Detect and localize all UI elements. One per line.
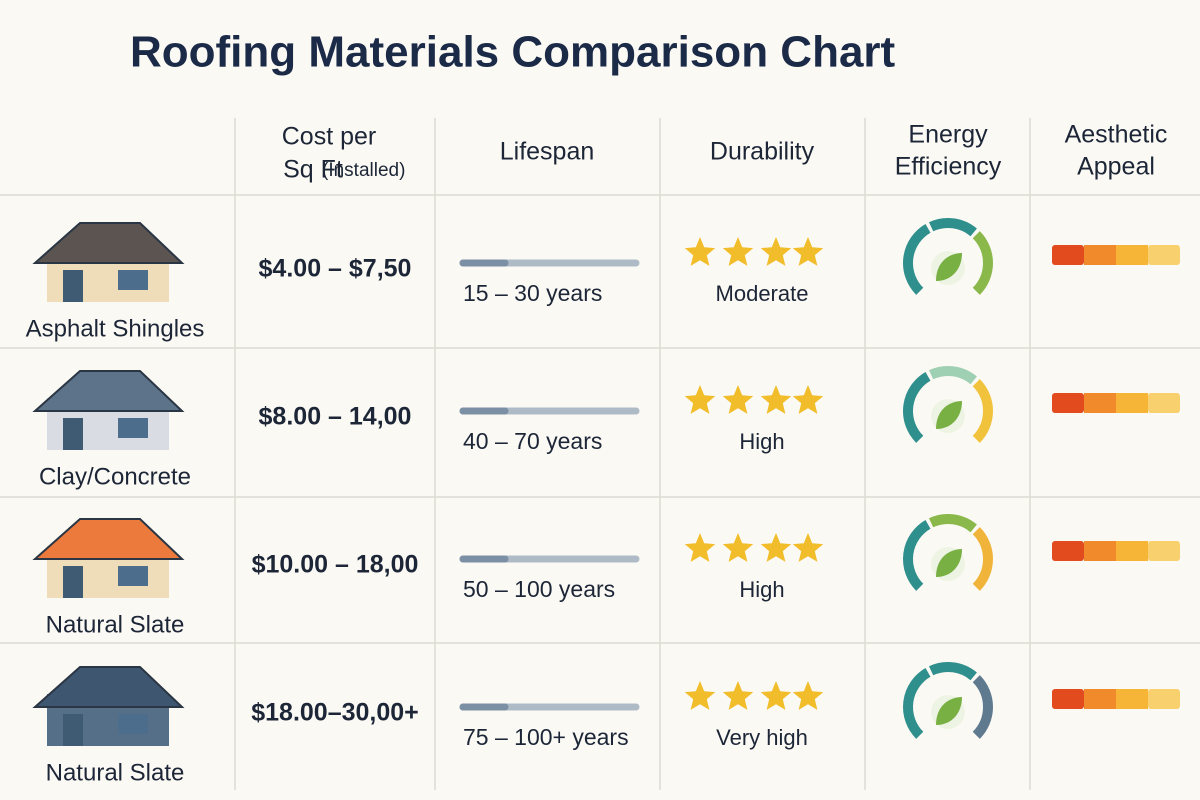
appeal-segment bbox=[1116, 245, 1148, 265]
house-icon bbox=[32, 666, 185, 746]
star-icon bbox=[760, 385, 792, 414]
gauge-arc bbox=[972, 379, 993, 443]
appeal-segment bbox=[1116, 541, 1148, 561]
lifespan-text: 40 – 70 years bbox=[463, 428, 602, 454]
star-icon bbox=[792, 681, 824, 710]
gauge-arc bbox=[903, 668, 931, 739]
grid bbox=[0, 118, 1200, 790]
house-icon bbox=[32, 518, 185, 598]
lifespan-text: 15 – 30 years bbox=[463, 280, 602, 306]
gauge-arc bbox=[928, 218, 977, 237]
star-icon bbox=[722, 681, 754, 710]
column-header: Energy bbox=[908, 121, 988, 149]
column-header: Cost per bbox=[282, 123, 376, 151]
gauge-arc bbox=[928, 662, 977, 681]
house-roof bbox=[32, 518, 185, 560]
gauge-arc bbox=[903, 520, 931, 591]
house-window bbox=[118, 418, 148, 438]
house-icon bbox=[32, 370, 185, 450]
column-header: Efficiency bbox=[895, 153, 1002, 181]
house-door bbox=[63, 566, 83, 598]
appeal-segment bbox=[1148, 689, 1180, 709]
star-icon bbox=[684, 237, 716, 266]
star-icon bbox=[792, 385, 824, 414]
gauge-arc bbox=[972, 527, 993, 591]
star-icon bbox=[792, 533, 824, 562]
leaf-icon bbox=[936, 253, 962, 281]
appeal-segment bbox=[1052, 541, 1084, 561]
appeal-segment bbox=[1052, 245, 1084, 265]
house-icon bbox=[32, 222, 185, 302]
lifespan-text: 50 – 100 years bbox=[463, 576, 615, 602]
gauge-arc bbox=[972, 231, 993, 295]
appeal-segment bbox=[1148, 393, 1180, 413]
appeal-segment bbox=[1084, 245, 1116, 265]
lifespan-text: 75 – 100+ years bbox=[463, 724, 629, 750]
star-icon bbox=[792, 237, 824, 266]
house-door bbox=[63, 418, 83, 450]
column-header: Aesthetic bbox=[1065, 121, 1168, 149]
house-roof bbox=[32, 370, 185, 412]
appeal-segment bbox=[1116, 689, 1148, 709]
star-icon bbox=[722, 385, 754, 414]
material-name: Natural Slate bbox=[46, 611, 185, 638]
appeal-segment bbox=[1116, 393, 1148, 413]
star-icon bbox=[760, 681, 792, 710]
material-name: Natural Slate bbox=[46, 759, 185, 786]
house-roof bbox=[32, 666, 185, 708]
house-door bbox=[63, 270, 83, 302]
material-name: Clay/Concrete bbox=[39, 463, 191, 490]
durability-text: High bbox=[739, 429, 784, 454]
house-roof bbox=[32, 222, 185, 264]
house-window bbox=[118, 270, 148, 290]
appeal-segment bbox=[1084, 689, 1116, 709]
star-icon bbox=[684, 681, 716, 710]
title: Roofing Materials Comparison Chart bbox=[130, 28, 896, 77]
gauge-arc bbox=[928, 366, 977, 385]
column-note: (Installed) bbox=[322, 160, 405, 181]
appeal-segment bbox=[1052, 393, 1084, 413]
cost-range: $4.00 – $7,50 bbox=[259, 255, 412, 283]
durability-text: Very high bbox=[716, 725, 808, 750]
star-icon bbox=[684, 385, 716, 414]
column-header: Lifespan bbox=[500, 138, 595, 166]
gauge-arc bbox=[928, 514, 977, 533]
column-header: Sq Ft bbox=[283, 156, 343, 184]
leaf-icon bbox=[936, 549, 962, 577]
star-icon bbox=[722, 533, 754, 562]
column-header: Durability bbox=[710, 138, 815, 166]
star-icon bbox=[684, 533, 716, 562]
gauge-arc bbox=[972, 675, 993, 739]
appeal-segment bbox=[1084, 393, 1116, 413]
leaf-icon bbox=[936, 401, 962, 429]
star-icon bbox=[722, 237, 754, 266]
appeal-segment bbox=[1052, 689, 1084, 709]
house-window bbox=[118, 566, 148, 586]
cost-range: $18.00–30,00+ bbox=[251, 699, 419, 727]
appeal-segment bbox=[1084, 541, 1116, 561]
appeal-segment bbox=[1148, 541, 1180, 561]
star-icon bbox=[760, 237, 792, 266]
gauge-arc bbox=[903, 372, 931, 443]
cost-range: $8.00 – 14,00 bbox=[259, 403, 412, 431]
cost-range: $10.00 – 18,00 bbox=[252, 551, 419, 579]
appeal-segment bbox=[1148, 245, 1180, 265]
house-window bbox=[118, 714, 148, 734]
gauge-arc bbox=[903, 224, 931, 295]
durability-text: High bbox=[739, 577, 784, 602]
column-header: Appeal bbox=[1077, 153, 1155, 181]
house-door bbox=[63, 714, 83, 746]
material-name: Asphalt Shingles bbox=[26, 315, 205, 342]
leaf-icon bbox=[936, 697, 962, 725]
durability-text: Moderate bbox=[716, 281, 809, 306]
star-icon bbox=[760, 533, 792, 562]
